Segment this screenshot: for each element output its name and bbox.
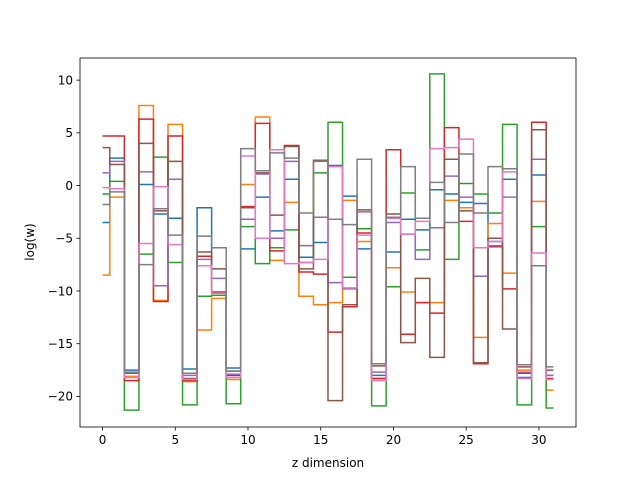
axes-frame [79, 57, 577, 428]
x-tick-label: 5 [171, 433, 179, 447]
series-line-8 [102, 147, 554, 374]
y-tick-label: −5 [55, 232, 73, 246]
y-tick-label: −15 [48, 337, 73, 351]
x-tick-label: 25 [459, 433, 474, 447]
series-line-3 [102, 73, 554, 411]
series-line-6 [102, 128, 554, 402]
axes-layer: 0 5 10 15 20 25 30 −20 −15 −10 −5 0 5 10 [48, 57, 577, 447]
x-tick-label: 15 [313, 433, 328, 447]
x-tick-label: 20 [386, 433, 401, 447]
y-tick-label: 10 [58, 73, 73, 87]
x-tick-label: 0 [99, 433, 107, 447]
y-tick-label: −10 [48, 284, 73, 298]
x-axis-label: z dimension [292, 456, 364, 470]
x-tick-label: 30 [531, 433, 546, 447]
y-tick-label: 5 [65, 126, 73, 140]
x-tick-label: 10 [240, 433, 255, 447]
y-tick-label: 0 [65, 179, 73, 193]
y-tick-label: −20 [48, 390, 73, 404]
series-layer [102, 73, 554, 411]
y-axis-label: log(w) [23, 223, 37, 260]
